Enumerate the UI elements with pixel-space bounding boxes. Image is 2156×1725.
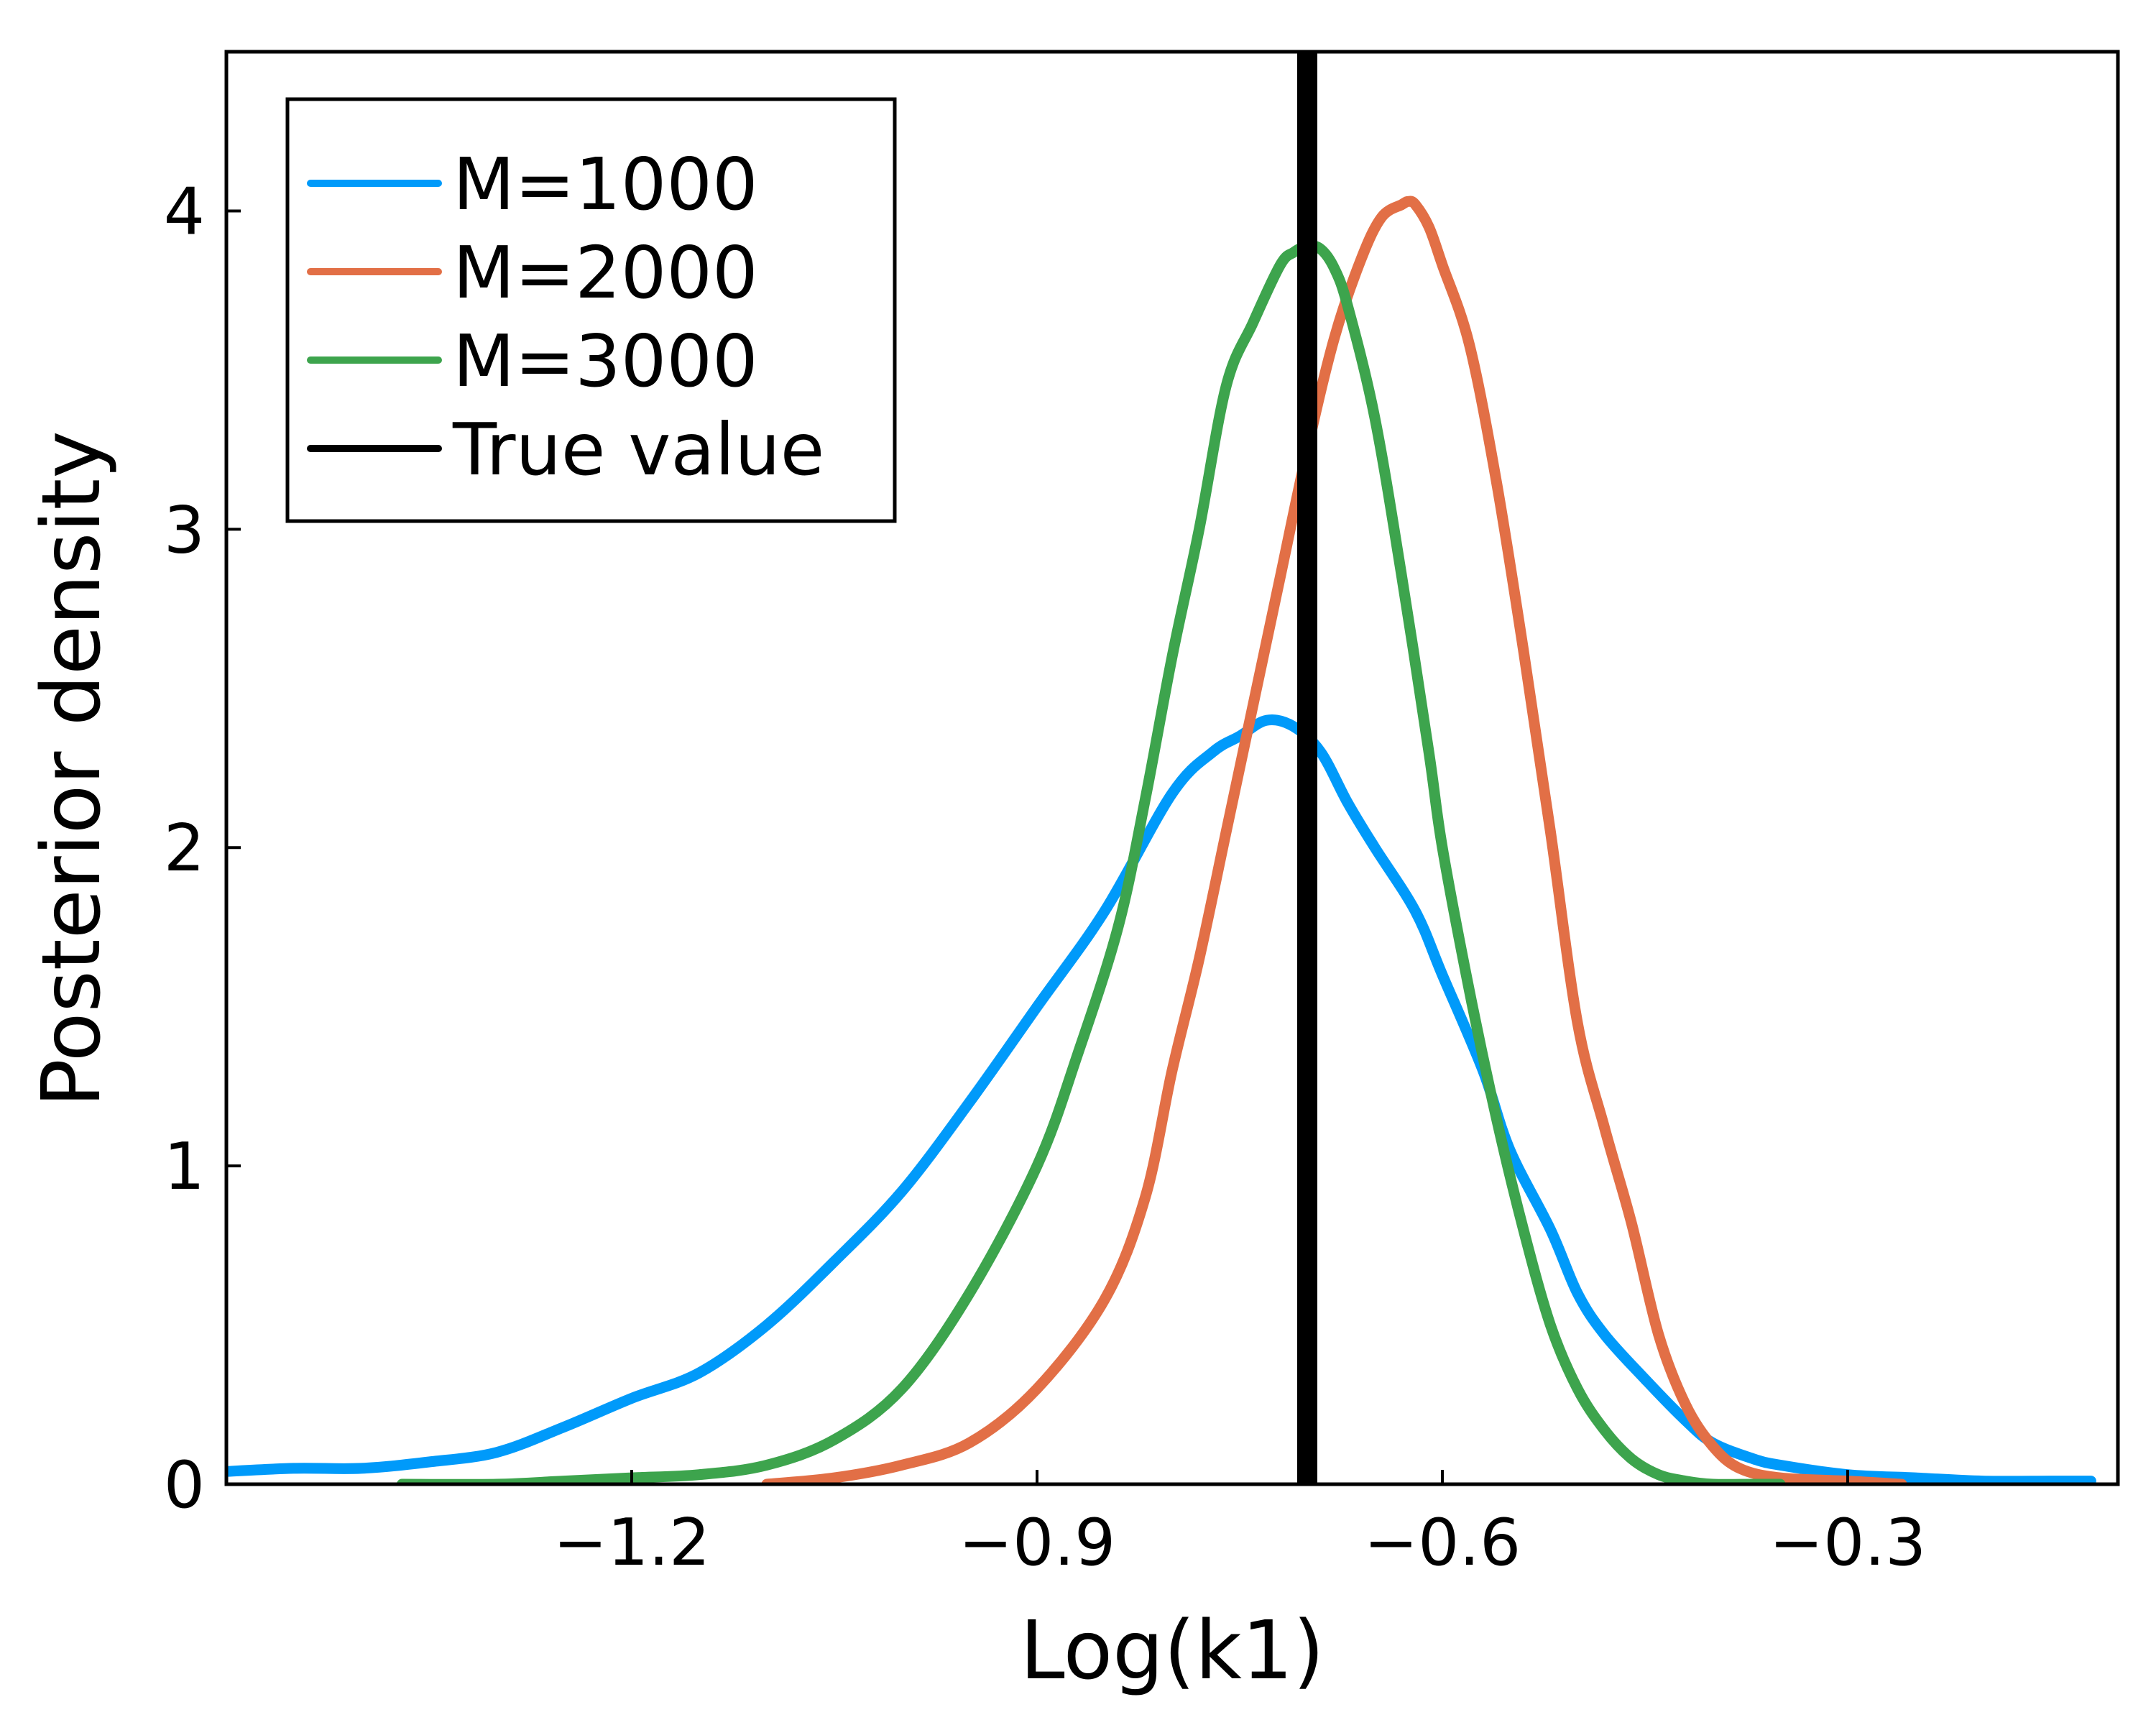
y-tick-label: 3 bbox=[164, 492, 205, 568]
y-axis-title: Posterior density bbox=[25, 431, 119, 1107]
x-tick-label: −0.6 bbox=[1364, 1505, 1521, 1581]
legend-label: M=2000 bbox=[453, 231, 758, 315]
y-tick-label: 2 bbox=[164, 811, 205, 886]
x-tick-label: −0.9 bbox=[959, 1505, 1116, 1581]
series-layer bbox=[226, 196, 2096, 1484]
y-tick-label: 0 bbox=[164, 1448, 205, 1523]
series-line-3 bbox=[396, 240, 1786, 1484]
x-tick-label: −0.3 bbox=[1769, 1505, 1927, 1581]
legend-label: M=3000 bbox=[453, 319, 758, 403]
series-line-2 bbox=[761, 196, 1907, 1484]
x-tick-label: −1.2 bbox=[553, 1505, 711, 1581]
y-axis-ticks: 0 1 2 3 4 bbox=[164, 174, 241, 1523]
legend-label: M=1000 bbox=[453, 142, 758, 226]
legend-label: True value bbox=[452, 408, 824, 492]
x-axis-title: Log(k1) bbox=[1020, 1604, 1325, 1698]
plot-frame bbox=[224, 50, 2120, 1486]
x-axis-ticks: −1.2 −0.9 −0.6 −0.3 bbox=[553, 1470, 1927, 1581]
y-tick-label: 4 bbox=[164, 174, 205, 249]
y-tick-label: 1 bbox=[164, 1129, 205, 1205]
